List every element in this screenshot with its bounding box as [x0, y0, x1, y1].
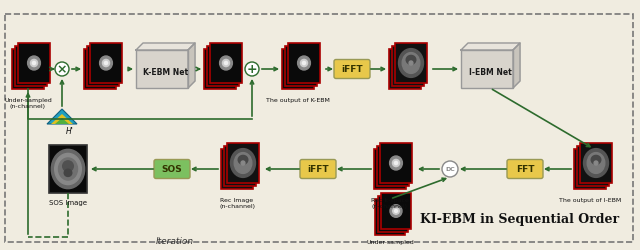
Ellipse shape: [394, 162, 397, 165]
FancyBboxPatch shape: [227, 144, 259, 183]
Text: Under-sampled: Under-sampled: [366, 239, 414, 244]
Polygon shape: [461, 44, 520, 51]
Polygon shape: [136, 44, 195, 51]
Ellipse shape: [54, 154, 81, 185]
Text: H': H': [66, 126, 74, 136]
Text: K-EBM Net: K-EBM Net: [143, 67, 188, 76]
Polygon shape: [47, 110, 77, 124]
FancyBboxPatch shape: [374, 150, 406, 189]
Ellipse shape: [225, 62, 228, 65]
Ellipse shape: [63, 161, 74, 172]
Text: +: +: [246, 63, 257, 76]
Ellipse shape: [399, 50, 424, 78]
Ellipse shape: [58, 158, 77, 180]
Ellipse shape: [301, 60, 307, 67]
FancyBboxPatch shape: [580, 144, 612, 183]
Text: Rec Image
(n-channel): Rec Image (n-channel): [219, 197, 255, 208]
Ellipse shape: [394, 210, 397, 212]
FancyBboxPatch shape: [84, 50, 116, 90]
FancyBboxPatch shape: [577, 146, 609, 186]
Ellipse shape: [64, 170, 72, 177]
Ellipse shape: [406, 56, 416, 65]
FancyBboxPatch shape: [207, 47, 239, 87]
Text: SOS: SOS: [162, 165, 182, 174]
Ellipse shape: [392, 160, 399, 167]
Ellipse shape: [298, 57, 310, 71]
Ellipse shape: [100, 57, 113, 71]
FancyBboxPatch shape: [90, 44, 122, 84]
Circle shape: [245, 63, 259, 77]
Ellipse shape: [51, 150, 84, 189]
FancyBboxPatch shape: [136, 51, 188, 89]
Ellipse shape: [28, 57, 40, 71]
FancyBboxPatch shape: [154, 160, 190, 179]
Text: DC: DC: [445, 167, 455, 172]
FancyBboxPatch shape: [507, 160, 543, 179]
FancyBboxPatch shape: [395, 44, 427, 84]
FancyBboxPatch shape: [87, 47, 119, 87]
Ellipse shape: [302, 62, 306, 65]
Circle shape: [442, 161, 458, 177]
Polygon shape: [51, 114, 73, 124]
Text: I-EBM Net: I-EBM Net: [469, 67, 512, 76]
Ellipse shape: [402, 54, 420, 74]
FancyBboxPatch shape: [15, 47, 47, 87]
FancyBboxPatch shape: [378, 196, 408, 232]
FancyBboxPatch shape: [204, 50, 236, 90]
Ellipse shape: [588, 153, 605, 174]
Ellipse shape: [393, 208, 399, 214]
FancyBboxPatch shape: [381, 193, 411, 229]
Ellipse shape: [390, 205, 402, 218]
Text: KI-EBM in Sequential Order: KI-EBM in Sequential Order: [420, 213, 620, 226]
Text: iFFT: iFFT: [307, 165, 329, 174]
Ellipse shape: [220, 57, 232, 71]
Polygon shape: [55, 118, 69, 124]
Ellipse shape: [104, 62, 108, 65]
Polygon shape: [188, 44, 195, 89]
Text: Under-sampled
(n-channel): Under-sampled (n-channel): [4, 98, 52, 108]
FancyBboxPatch shape: [18, 44, 50, 84]
Ellipse shape: [31, 60, 38, 67]
FancyBboxPatch shape: [12, 50, 44, 90]
FancyBboxPatch shape: [334, 60, 370, 79]
FancyBboxPatch shape: [282, 50, 314, 90]
Text: FFT: FFT: [516, 165, 534, 174]
FancyBboxPatch shape: [389, 50, 421, 90]
Ellipse shape: [591, 156, 601, 164]
Polygon shape: [513, 44, 520, 89]
Text: The output of I-EBM: The output of I-EBM: [559, 197, 621, 202]
Ellipse shape: [238, 156, 248, 164]
FancyBboxPatch shape: [392, 47, 424, 87]
FancyBboxPatch shape: [224, 146, 256, 186]
FancyBboxPatch shape: [288, 44, 320, 84]
Text: SOS Image: SOS Image: [49, 199, 87, 205]
Text: iFFT: iFFT: [341, 65, 363, 74]
Ellipse shape: [594, 161, 598, 165]
Ellipse shape: [230, 149, 255, 178]
Ellipse shape: [223, 60, 230, 67]
Text: ×: ×: [57, 63, 67, 76]
FancyBboxPatch shape: [377, 146, 409, 186]
FancyBboxPatch shape: [285, 47, 317, 87]
Ellipse shape: [390, 156, 403, 170]
Ellipse shape: [584, 149, 609, 178]
Text: The output of K-EBM: The output of K-EBM: [266, 98, 330, 102]
Circle shape: [55, 63, 69, 77]
FancyBboxPatch shape: [574, 150, 606, 189]
Ellipse shape: [241, 161, 245, 165]
FancyBboxPatch shape: [221, 150, 253, 189]
Ellipse shape: [409, 62, 413, 66]
Text: Iteration: Iteration: [156, 236, 194, 246]
FancyBboxPatch shape: [300, 160, 336, 179]
Ellipse shape: [33, 62, 36, 65]
FancyBboxPatch shape: [375, 199, 405, 235]
FancyBboxPatch shape: [49, 146, 87, 193]
FancyBboxPatch shape: [380, 144, 412, 183]
FancyBboxPatch shape: [210, 44, 242, 84]
Ellipse shape: [102, 60, 109, 67]
Text: Rec k-space
(n-channel): Rec k-space (n-channel): [371, 197, 409, 208]
Ellipse shape: [234, 153, 252, 174]
FancyBboxPatch shape: [461, 51, 513, 89]
